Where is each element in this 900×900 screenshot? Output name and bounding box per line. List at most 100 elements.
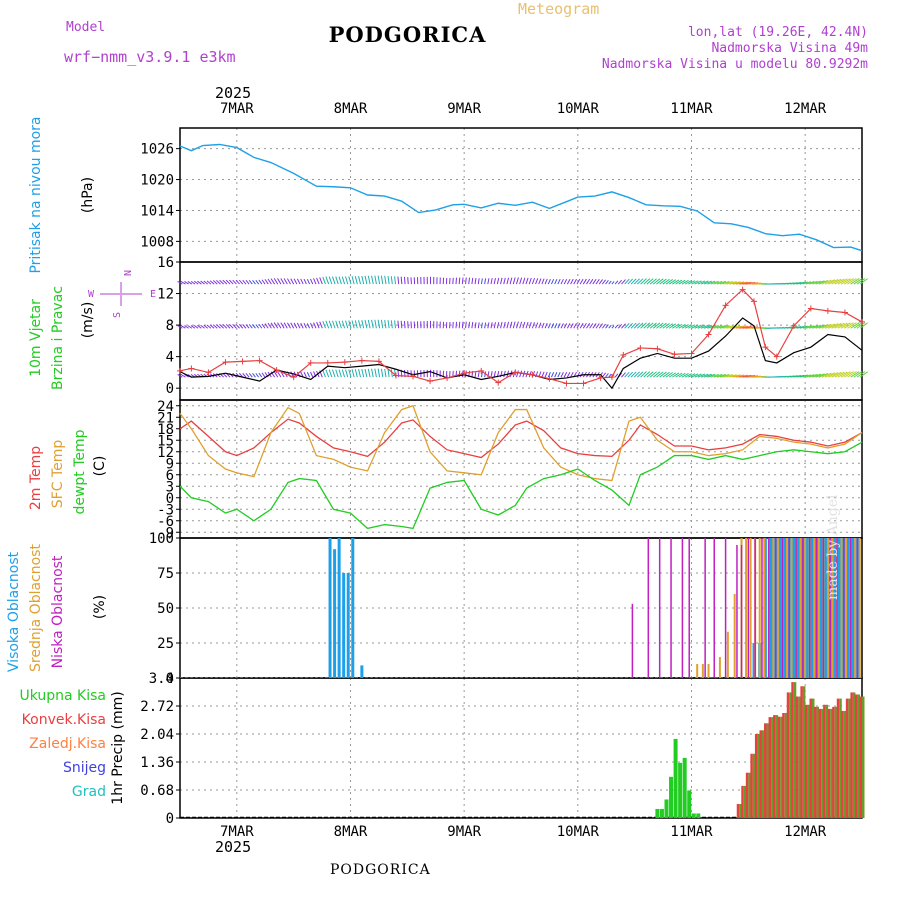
wind-arrow	[824, 323, 836, 329]
wind-arrow	[242, 372, 247, 378]
wind-arrow	[700, 373, 709, 378]
wind-arrow	[735, 325, 748, 329]
wind-arrow	[471, 322, 474, 329]
wind-arrow	[328, 369, 333, 378]
wind-arrow	[630, 322, 637, 329]
gust-marker	[608, 374, 615, 381]
wind-arrow	[255, 280, 260, 285]
wind-arrow	[338, 276, 342, 285]
precip-unit: 1hr Precip (mm)	[110, 691, 126, 804]
wind-arrow	[468, 277, 471, 285]
wind-arrow	[595, 279, 600, 285]
wind-arrow	[828, 372, 839, 378]
wind-arrow	[461, 277, 464, 285]
wind-arrow	[290, 278, 295, 285]
wind-arrow	[310, 371, 314, 378]
wind-arrow	[177, 325, 183, 329]
wind-arrow	[328, 276, 333, 285]
precip-total-bar	[834, 706, 838, 818]
wind-arrow	[503, 370, 506, 378]
wind-arrow	[694, 373, 702, 378]
wind-arrow	[345, 320, 349, 329]
y-tick-label: 12	[157, 445, 174, 461]
precip-conv-bar	[854, 694, 858, 818]
precip-legend-item: Zaledj.Kisa	[29, 736, 106, 752]
wind-arrow	[335, 369, 339, 378]
wind-arrow	[248, 373, 253, 378]
wind-arrow	[707, 280, 716, 285]
wind-arrow	[640, 371, 647, 378]
wind-arrow	[216, 324, 221, 329]
wind-arrow	[203, 280, 209, 285]
wind-arrow	[193, 325, 199, 329]
wind-arrow	[605, 280, 609, 285]
wind-arrow	[557, 372, 561, 378]
precip-conv-bar	[814, 706, 817, 818]
wind-arrow	[601, 323, 606, 329]
pressure-title: Pritisak na nivou mora	[28, 116, 44, 273]
precip-conv-bar	[832, 706, 835, 818]
gust-marker	[637, 344, 644, 351]
wind-arrow	[563, 372, 568, 378]
high-cloud-bar	[805, 538, 809, 678]
wind-arrow	[407, 277, 409, 285]
wind-arrow	[688, 373, 696, 378]
wind-arrow	[286, 322, 291, 329]
precip-conv-bar	[777, 716, 781, 818]
time-tick-bottom: 11MAR	[670, 824, 713, 840]
wind-arrow	[621, 279, 626, 285]
wind-arrow	[216, 280, 221, 285]
wind-arrow	[544, 278, 548, 285]
wind-arrow	[509, 277, 513, 285]
wind-arrow	[358, 369, 361, 378]
precip-conv-bar	[764, 723, 767, 818]
precip-conv-bar	[768, 717, 772, 818]
wind-arrow	[484, 322, 487, 329]
wind-arrow	[351, 320, 355, 329]
wind-arrow	[684, 373, 692, 378]
gust-marker	[495, 379, 502, 386]
wind-arrow	[519, 370, 523, 378]
wind-arrow	[341, 276, 346, 285]
low-cloud-bar	[754, 538, 756, 678]
wind-arrow	[515, 370, 519, 378]
wind-arrow	[662, 371, 670, 378]
wind-arrow	[522, 277, 526, 285]
wind-arrow	[739, 374, 752, 378]
low-cloud-bar	[802, 538, 804, 678]
wind-arrow	[598, 279, 603, 285]
wind-arrow	[480, 371, 483, 378]
gust-marker	[239, 358, 246, 365]
wind-arrow	[500, 277, 503, 285]
wind-arrow	[739, 281, 752, 285]
wind-arrow	[322, 369, 326, 378]
wind-arrow	[729, 281, 741, 285]
high-cloud-bar	[851, 538, 855, 678]
low-cloud-bar	[815, 538, 818, 678]
wind-arrow	[541, 322, 545, 329]
wind-arrow	[528, 321, 532, 329]
wind-arrow	[348, 369, 352, 378]
wind-arrow	[586, 323, 591, 329]
wind-arrow	[700, 280, 709, 285]
wind-arrow	[487, 322, 490, 329]
wind-arrow	[812, 373, 822, 378]
model-name: wrf−nmm_v3.9.1 e3km	[64, 48, 236, 66]
mid-cloud-bar	[726, 631, 729, 678]
wind-arrow	[601, 372, 606, 378]
precip-total-bar	[807, 704, 810, 818]
wind-arrow	[255, 373, 260, 378]
wind-arrow	[697, 324, 706, 329]
wind-arrow	[691, 324, 699, 329]
time-tick-top: 11MAR	[670, 101, 713, 117]
gust-marker	[529, 371, 536, 378]
precip-total-bar	[862, 696, 865, 818]
wind-arrow	[633, 322, 640, 329]
wind-arrow	[707, 373, 716, 378]
footer-station: PODGORICA	[330, 862, 431, 878]
wind-arrow	[273, 278, 279, 285]
pressure-unit: (hPa)	[80, 177, 96, 213]
wind-arrow	[354, 276, 358, 285]
mid-cloud-bar	[845, 538, 848, 678]
high-cloud-bar	[792, 538, 796, 678]
